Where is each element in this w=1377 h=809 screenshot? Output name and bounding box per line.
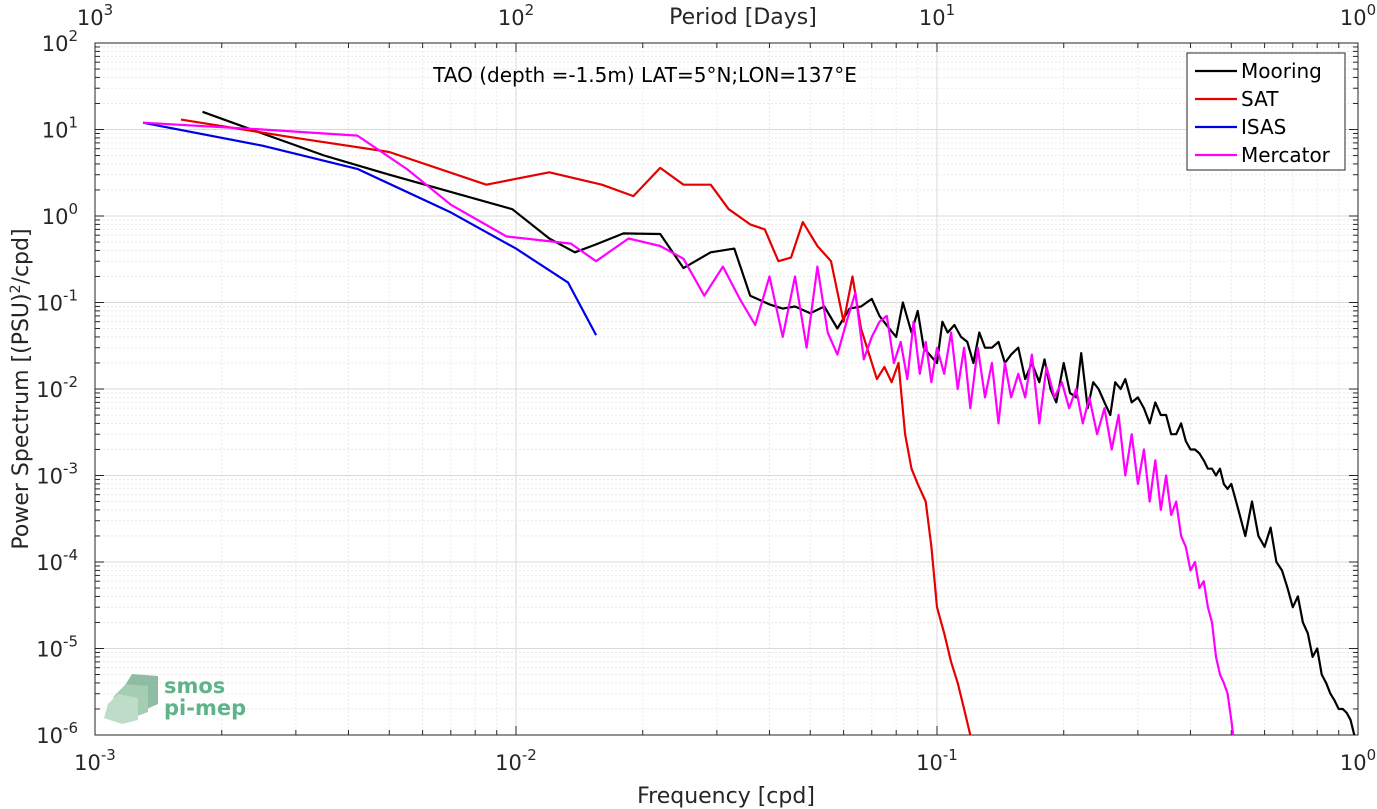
y-tick-label: 101 <box>42 114 78 143</box>
logo-text-smos: smos <box>164 674 225 698</box>
smos-pi-mep-logo: smos pi-mep <box>104 674 246 724</box>
y-tick-label: 102 <box>42 27 78 56</box>
series-line-isas <box>142 121 598 336</box>
legend-label-mooring: Mooring <box>1241 59 1322 83</box>
legend-label-isas: ISAS <box>1241 115 1286 139</box>
top-tick-label: 101 <box>919 1 955 30</box>
logo-text-pi-mep: pi-mep <box>164 696 246 720</box>
x-tick-label: 10-3 <box>74 746 116 775</box>
y-tick-label: 10-5 <box>36 633 78 662</box>
top-tick-label: 100 <box>1340 1 1376 30</box>
x-tick-label: 10-1 <box>916 746 958 775</box>
series-lines <box>142 110 1356 736</box>
y-tick-label: 10-2 <box>36 373 78 402</box>
y-axis-title: Power Spectrum [(PSU)2/cpd] <box>8 228 34 549</box>
series-line-mooring <box>202 110 1356 736</box>
legend-label-mercator: Mercator <box>1241 143 1331 167</box>
chart-title: TAO (depth =-1.5m) LAT=5°N;LON=137°E <box>432 63 857 87</box>
tick-marks <box>94 43 1358 736</box>
top-axis-title: Period [Days] <box>669 5 817 30</box>
x-tick-label: 10-2 <box>495 746 537 775</box>
series-line-sat <box>180 118 972 736</box>
y-tick-label: 10-3 <box>36 460 78 489</box>
x-tick-label: 100 <box>1340 746 1376 775</box>
top-tick-label: 103 <box>77 1 113 30</box>
y-tick-label: 10-1 <box>36 287 78 316</box>
y-tick-label: 10-6 <box>36 719 78 748</box>
legend: Mooring SAT ISAS Mercator <box>1186 52 1346 171</box>
top-tick-label: 102 <box>498 1 534 30</box>
y-tick-label: 10-4 <box>36 546 78 575</box>
legend-label-sat: SAT <box>1241 87 1279 111</box>
legend-box <box>1186 52 1346 171</box>
series-line-mercator <box>142 121 1235 736</box>
y-tick-label: 100 <box>42 200 78 229</box>
smos-logo-mark <box>104 674 158 724</box>
x-axis-title: Frequency [cpd] <box>637 784 815 809</box>
